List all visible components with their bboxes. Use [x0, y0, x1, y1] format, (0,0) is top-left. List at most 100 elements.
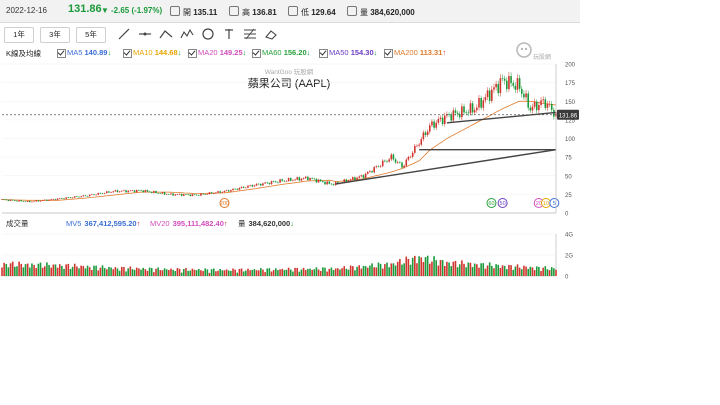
- volume-bar: [189, 270, 192, 276]
- volume-bar: [546, 269, 549, 276]
- candle: [349, 179, 352, 181]
- candle: [508, 76, 510, 90]
- candle: [302, 178, 305, 179]
- candle: [95, 194, 97, 196]
- ma200-line-layer: [1, 100, 557, 201]
- ma50-checkbox[interactable]: [319, 49, 328, 58]
- eraser-tool-icon[interactable]: [264, 28, 278, 40]
- candle: [178, 194, 181, 195]
- volume-bar: [294, 267, 296, 276]
- candle: [384, 160, 386, 162]
- candle: [461, 106, 463, 118]
- horizontal-line-tool-icon[interactable]: [138, 28, 152, 40]
- candle: [3, 199, 5, 200]
- volume-bar: [76, 266, 78, 276]
- candle: [230, 190, 232, 192]
- last-price-tag: [557, 109, 579, 120]
- line-tool-icon[interactable]: [117, 28, 131, 40]
- candle: [78, 196, 80, 198]
- volume-bar: [488, 262, 491, 276]
- wave-tool-icon[interactable]: [180, 28, 194, 40]
- ma60-checkbox[interactable]: [252, 49, 261, 58]
- vertical-line-tool-icon[interactable]: [222, 28, 236, 40]
- trendline-layer[interactable]: [335, 111, 557, 185]
- range-3y-button[interactable]: 3年: [40, 27, 70, 43]
- polyline-tool-icon[interactable]: [159, 28, 173, 40]
- range-1y-button[interactable]: 1年: [4, 27, 34, 43]
- mv5-legend: MV5 367,412,595.20↑: [66, 219, 140, 228]
- candle: [328, 181, 331, 184]
- candle: [298, 177, 301, 181]
- volume-bar: [84, 268, 87, 276]
- volume-bar: [240, 268, 243, 276]
- volume-bar: [234, 269, 236, 276]
- ma10-checkbox[interactable]: [123, 49, 132, 58]
- volume-bar: [225, 269, 228, 276]
- ma200-checkbox[interactable]: [384, 49, 393, 58]
- volume-bar: [307, 268, 309, 276]
- candle: [542, 99, 544, 101]
- volume-bar: [101, 265, 104, 276]
- volume-bar: [18, 261, 20, 276]
- price-y-axis: 200 175 150 125 100 75 50 25 0 131.86: [2, 63, 579, 218]
- candle: [238, 187, 241, 190]
- ma-marker-label: 5: [553, 201, 556, 207]
- volume-bar: [178, 268, 181, 276]
- volume-bar: [153, 272, 155, 276]
- volume-bar: [493, 268, 495, 276]
- volume-bar: [542, 267, 544, 276]
- volume-icon: [347, 6, 357, 16]
- volume-bar: [52, 264, 55, 276]
- ma5-checkbox[interactable]: [57, 49, 66, 58]
- volume-bar: [144, 269, 147, 276]
- candle: [249, 185, 251, 186]
- volume-bar: [39, 262, 42, 276]
- volume-bar: [26, 263, 29, 276]
- volume-bar: [531, 267, 534, 276]
- candle: [37, 200, 40, 202]
- volume-bar: [287, 267, 290, 276]
- volume-bar: [150, 268, 153, 276]
- candle: [195, 194, 198, 196]
- fibonacci-tool-icon[interactable]: [243, 28, 257, 40]
- volume-bar: [155, 268, 157, 276]
- candle: [129, 190, 132, 192]
- candle: [512, 83, 515, 86]
- candle: [69, 197, 72, 199]
- volume-bar: [448, 262, 450, 276]
- volume-bar: [535, 266, 538, 276]
- candle: [50, 199, 52, 200]
- ma20-checkbox[interactable]: [188, 49, 197, 58]
- candle: [409, 156, 412, 158]
- volume-bar: [210, 269, 213, 276]
- price-tick-label: 100: [565, 137, 576, 143]
- volume-bar: [159, 270, 162, 276]
- candle: [281, 179, 284, 181]
- volume-bar: [341, 268, 343, 276]
- candle: [106, 191, 108, 194]
- candle: [101, 193, 104, 194]
- candle: [546, 103, 549, 108]
- candle: [114, 190, 117, 192]
- volume-bar: [506, 269, 508, 276]
- volume-bar: [369, 265, 371, 276]
- volume-bar: [501, 265, 504, 276]
- candle: [264, 182, 266, 184]
- candle: [533, 101, 536, 107]
- quote-change: -2.65 (-1.97%): [111, 6, 163, 15]
- candle: [330, 183, 333, 185]
- volume-bar: [272, 270, 275, 276]
- ma10-label: MA10 144.68↓: [133, 48, 182, 57]
- volume-bar: [58, 264, 61, 276]
- volume-bar: [46, 262, 48, 276]
- volume-bar: [356, 266, 358, 276]
- volume-bar: [163, 268, 166, 276]
- candle: [531, 106, 534, 111]
- ma60-label: MA60 156.20↓: [262, 48, 311, 57]
- candle: [424, 132, 427, 136]
- ma-marker-label: 200: [220, 201, 229, 207]
- candle: [234, 188, 236, 190]
- circle-tool-icon[interactable]: [201, 28, 215, 40]
- range-5y-button[interactable]: 5年: [76, 27, 106, 43]
- quote-close: 131.86: [68, 3, 102, 15]
